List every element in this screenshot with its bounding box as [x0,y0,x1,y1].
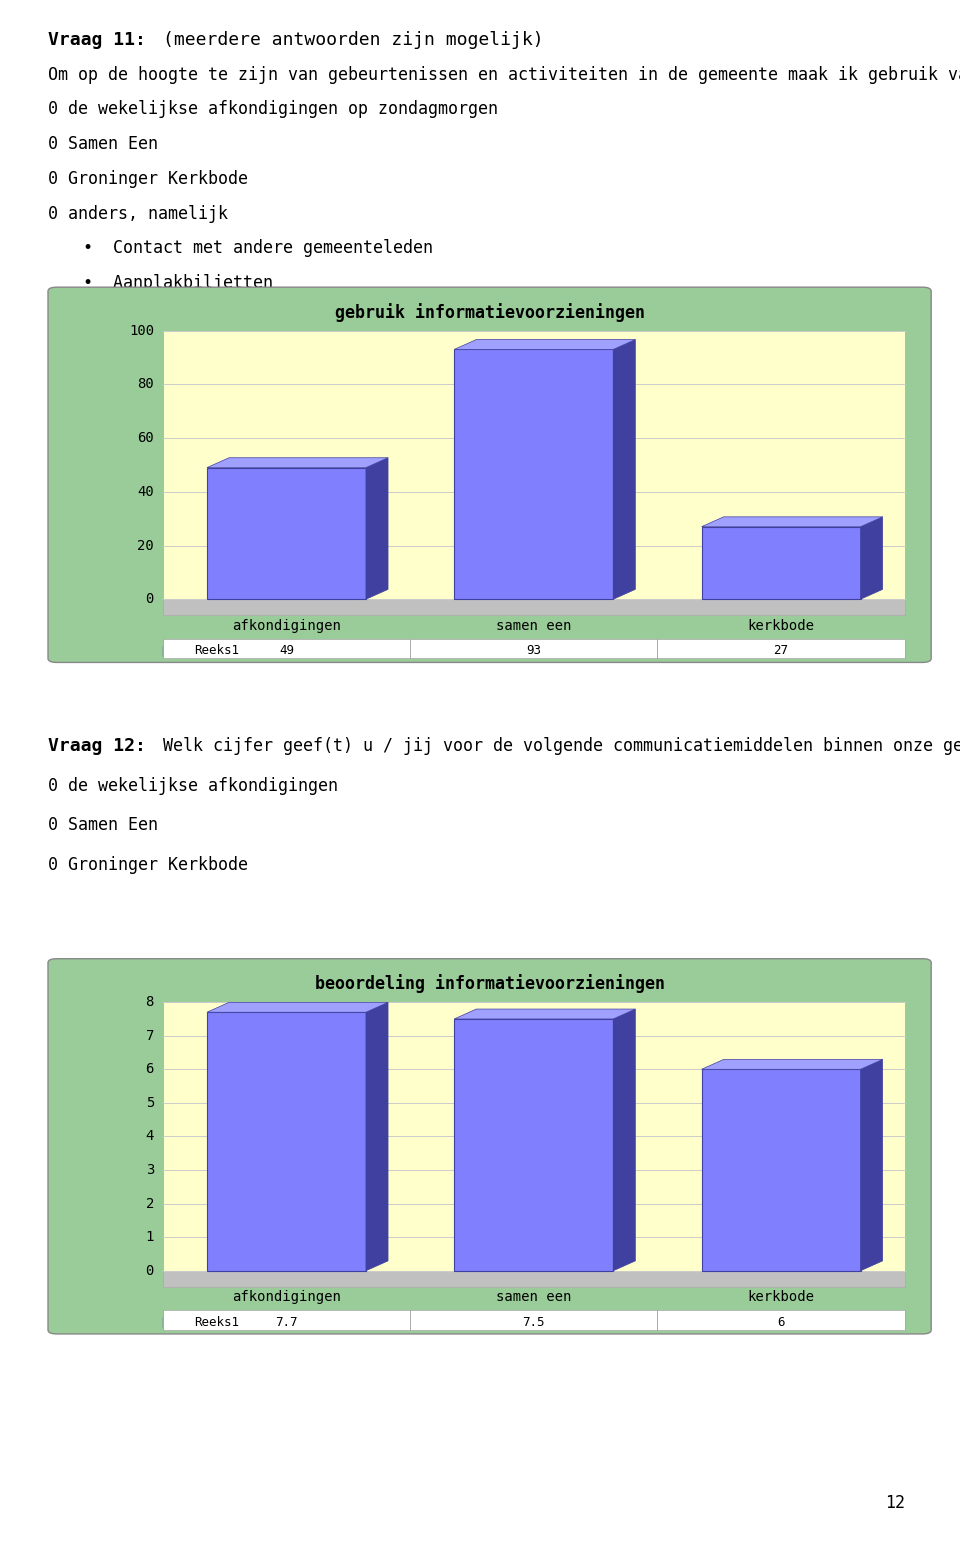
Text: 0 Samen Een: 0 Samen Een [48,136,158,153]
Text: Vraag 11:: Vraag 11: [48,31,146,49]
Polygon shape [207,468,366,599]
Text: •  Bandje van de kerk: • Bandje van de kerk [84,309,294,327]
Text: Om op de hoogte te zijn van gebeurtenissen en activiteiten in de gemeente maak i: Om op de hoogte te zijn van gebeurteniss… [48,66,960,83]
FancyBboxPatch shape [163,599,904,616]
Text: (meerdere antwoorden zijn mogelijk): (meerdere antwoorden zijn mogelijk) [163,31,543,49]
Text: 12: 12 [885,1494,904,1512]
Text: 4: 4 [146,1129,154,1143]
Polygon shape [702,517,882,526]
Text: Vraag 12:: Vraag 12: [48,738,146,756]
Text: 3: 3 [146,1163,154,1177]
Polygon shape [702,526,860,599]
Text: kerkbode: kerkbode [748,619,814,633]
Text: 7.7: 7.7 [276,1316,298,1329]
Polygon shape [454,339,636,349]
FancyBboxPatch shape [48,287,931,662]
Text: Reeks1: Reeks1 [194,1316,239,1329]
Text: afkondigingen: afkondigingen [232,619,341,633]
Text: 5: 5 [146,1096,154,1109]
Text: 0: 0 [146,1264,154,1278]
FancyBboxPatch shape [163,1271,904,1287]
Polygon shape [860,517,882,599]
Polygon shape [454,349,613,599]
Text: afkondigingen: afkondigingen [232,1290,341,1304]
Text: beoordeling informatievoorzieningen: beoordeling informatievoorzieningen [315,975,664,994]
Text: kerkbode: kerkbode [748,1290,814,1304]
Text: 8: 8 [146,995,154,1009]
FancyBboxPatch shape [163,645,185,656]
FancyBboxPatch shape [163,1310,904,1330]
Text: 0 de wekelijkse afkondigingen op zondagmorgen: 0 de wekelijkse afkondigingen op zondagm… [48,100,498,119]
FancyBboxPatch shape [163,639,904,659]
Polygon shape [207,1003,388,1012]
Text: 6: 6 [778,1316,785,1329]
Text: samen een: samen een [496,619,571,633]
Text: 7.5: 7.5 [522,1316,545,1329]
Text: samen een: samen een [496,1290,571,1304]
Text: 0 Groninger Kerkbode: 0 Groninger Kerkbode [48,170,248,188]
Text: 20: 20 [137,539,154,552]
Text: 93: 93 [526,643,541,657]
Polygon shape [702,1060,882,1069]
Polygon shape [860,1060,882,1271]
Text: Reeks1: Reeks1 [194,643,239,657]
FancyBboxPatch shape [163,1001,904,1271]
Text: 2: 2 [146,1196,154,1211]
Text: 60: 60 [137,430,154,444]
Text: 0: 0 [146,593,154,606]
Text: 80: 80 [137,378,154,392]
Polygon shape [613,339,636,599]
Text: 0 de wekelijkse afkondigingen: 0 de wekelijkse afkondigingen [48,778,338,795]
Polygon shape [207,1012,366,1271]
FancyBboxPatch shape [48,958,931,1335]
Text: Welk cijfer geef(t) u / jij voor de volgende communicatiemiddelen binnen onze ge: Welk cijfer geef(t) u / jij voor de volg… [163,738,960,756]
Polygon shape [454,1018,613,1271]
Text: 100: 100 [129,324,154,338]
Text: 40: 40 [137,485,154,498]
Text: 0 anders, namelijk: 0 anders, namelijk [48,205,228,222]
Polygon shape [207,458,388,468]
Text: 0 Groninger Kerkbode: 0 Groninger Kerkbode [48,856,248,873]
Text: •  Contact met andere gemeenteleden: • Contact met andere gemeenteleden [84,239,433,258]
Polygon shape [613,1009,636,1271]
Text: 27: 27 [774,643,788,657]
Text: 7: 7 [146,1029,154,1043]
FancyBboxPatch shape [163,1318,185,1327]
Polygon shape [454,1009,636,1018]
FancyBboxPatch shape [163,330,904,599]
Text: 0 Samen Een: 0 Samen Een [48,816,158,835]
Polygon shape [366,1003,388,1271]
Text: gebruik informatievoorzieningen: gebruik informatievoorzieningen [335,302,644,322]
Polygon shape [366,458,388,599]
Text: •  Aanplakbiljetten: • Aanplakbiljetten [84,275,274,292]
Text: 1: 1 [146,1230,154,1244]
Text: 49: 49 [279,643,294,657]
Text: 6: 6 [146,1062,154,1077]
Polygon shape [702,1069,860,1271]
